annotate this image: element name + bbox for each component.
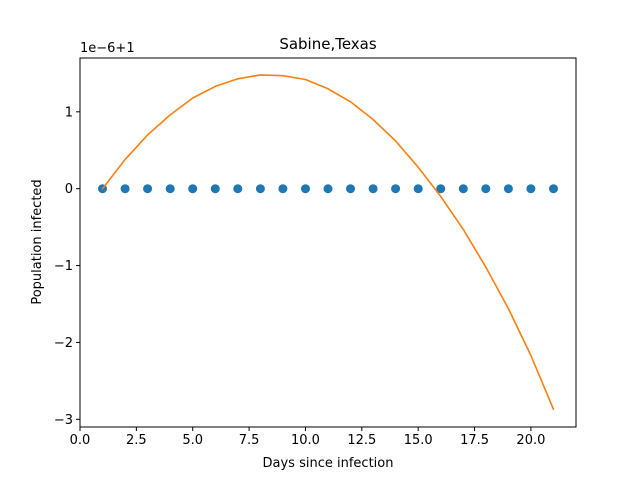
- scatter-point-7: [233, 184, 243, 194]
- scatter-point-17: [458, 184, 468, 194]
- scatter-point-8: [255, 184, 265, 194]
- scatter-point-9: [278, 184, 288, 194]
- scatter-point-4: [165, 184, 175, 194]
- y-tick-label: 1: [65, 105, 73, 120]
- x-tick-label: 12.5: [347, 433, 376, 448]
- scatter-point-2: [120, 184, 130, 194]
- scatter-point-10: [301, 184, 310, 194]
- scatter-point-3: [143, 184, 153, 194]
- x-tick-label: 2.5: [126, 433, 147, 448]
- x-tick-label: 17.5: [460, 433, 489, 448]
- y-tick-label: 0: [65, 182, 73, 197]
- y-tick-label: −1: [54, 259, 73, 274]
- plot-frame: [79, 57, 577, 428]
- y-tick-label: −2: [54, 336, 73, 351]
- x-tick-label: 0.0: [70, 433, 91, 448]
- scatter-point-16: [436, 184, 446, 194]
- x-tick-label: 20.0: [516, 433, 545, 448]
- scatter-point-20: [526, 184, 536, 194]
- scatter-point-5: [188, 184, 198, 194]
- scatter-point-14: [391, 184, 401, 194]
- scatter-point-12: [346, 184, 355, 194]
- x-tick-label: 15.0: [404, 433, 433, 448]
- x-axis-ticks: 0.0 2.5 5.0 7.5 10.0 12.5 15.0 17.5 20.0: [70, 427, 545, 448]
- scatter-point-15: [413, 184, 423, 194]
- y-offset-label: 1e−6+1: [80, 41, 135, 56]
- y-tick-label: −3: [54, 413, 73, 428]
- x-tick-label: 7.5: [239, 433, 260, 448]
- scatter-point-21: [549, 184, 558, 194]
- x-tick-label: 5.0: [182, 433, 203, 448]
- scatter-point-19: [503, 184, 513, 194]
- plot-marks: [98, 74, 558, 411]
- chart-title: Sabine,Texas: [279, 35, 377, 53]
- y-axis-label: Population infected: [30, 179, 45, 304]
- scatter-point-6: [210, 184, 220, 194]
- series-line-1: [101, 74, 555, 411]
- x-axis-label: Days since infection: [263, 456, 394, 471]
- y-axis-ticks: −3 −2 −1 0 1: [54, 105, 80, 428]
- x-tick-label: 10.0: [291, 433, 320, 448]
- scatter-point-18: [481, 184, 491, 194]
- scatter-point-11: [323, 184, 333, 194]
- scatter-point-13: [368, 184, 378, 194]
